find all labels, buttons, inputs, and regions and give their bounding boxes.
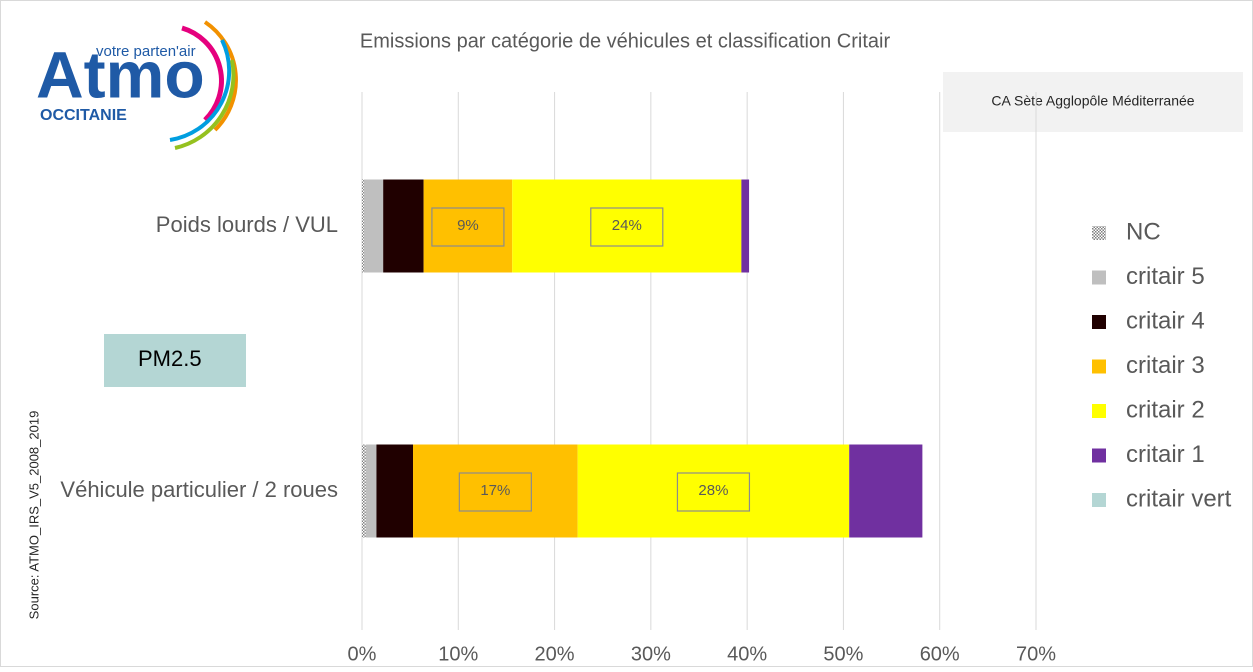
legend-swatch xyxy=(1092,315,1106,329)
y-tick-label: Véhicule particulier / 2 roues xyxy=(60,477,338,502)
value-label: 28% xyxy=(698,482,728,499)
legend-label: critair 2 xyxy=(1126,396,1205,423)
x-tick-label: 40% xyxy=(727,643,767,665)
legend-swatch xyxy=(1092,404,1106,418)
legend-label: critair vert xyxy=(1126,485,1232,512)
legend-label: critair 5 xyxy=(1126,263,1205,290)
bar-segment xyxy=(363,179,384,273)
bar-segment xyxy=(376,444,414,538)
bar-segment xyxy=(577,444,850,538)
logo-arc xyxy=(174,59,236,150)
bar-segment xyxy=(413,444,578,538)
bar-segment xyxy=(512,179,742,273)
legend-swatch xyxy=(1092,270,1106,285)
logo: votre parten'air Atmo OCCITANIE xyxy=(36,20,238,150)
x-tick-label: 20% xyxy=(535,643,575,665)
x-tick-label: 50% xyxy=(823,643,863,665)
x-tick-label: 0% xyxy=(348,643,377,665)
chart-title: Emissions par catégorie de véhicules et … xyxy=(360,30,891,52)
subtitle: CA Sète Agglopôle Méditerranée xyxy=(991,93,1194,109)
legend-swatch xyxy=(1092,448,1106,463)
value-label: 9% xyxy=(457,217,479,234)
value-label-box xyxy=(676,472,751,512)
x-tick-label: 10% xyxy=(438,643,478,665)
y-tick-label: Poids lourds / VUL xyxy=(156,212,338,237)
subtitle-box xyxy=(943,72,1243,132)
bar-segment xyxy=(423,179,513,273)
bar-segment xyxy=(741,179,750,273)
logo-arc xyxy=(181,25,224,122)
source: Source: ATMO_IRS_V5_2008_2019 xyxy=(26,411,41,620)
annotation: PM2.5 xyxy=(138,346,202,371)
x-tick-label: 30% xyxy=(631,643,671,665)
logo-tagline: votre parten'air xyxy=(96,43,196,60)
legend-label: critair 1 xyxy=(1126,441,1205,468)
legend-swatch xyxy=(1092,359,1106,374)
x-tick-label: 70% xyxy=(1016,643,1056,665)
logo-arc xyxy=(203,20,238,132)
legend-swatch xyxy=(1092,493,1106,507)
bar-segment xyxy=(383,179,424,273)
bar-segment xyxy=(362,444,366,538)
logo-name: Atmo xyxy=(36,37,205,111)
bar-segment xyxy=(365,444,377,538)
logo-arc xyxy=(169,39,232,142)
value-label: 17% xyxy=(480,482,510,499)
logo-region: OCCITANIE xyxy=(40,107,127,124)
value-label-box xyxy=(431,207,505,247)
legend-swatch xyxy=(1092,226,1106,240)
legend-label: NC xyxy=(1126,218,1161,245)
annotation-box xyxy=(104,334,246,387)
legend-label: critair 3 xyxy=(1126,352,1205,379)
bar-segment xyxy=(362,179,364,273)
value-label-box xyxy=(590,207,664,247)
bar-segment xyxy=(849,444,923,538)
value-label-box xyxy=(458,472,532,512)
value-label: 24% xyxy=(612,217,642,234)
legend-label: critair 4 xyxy=(1126,307,1205,334)
x-tick-label: 60% xyxy=(920,643,960,665)
